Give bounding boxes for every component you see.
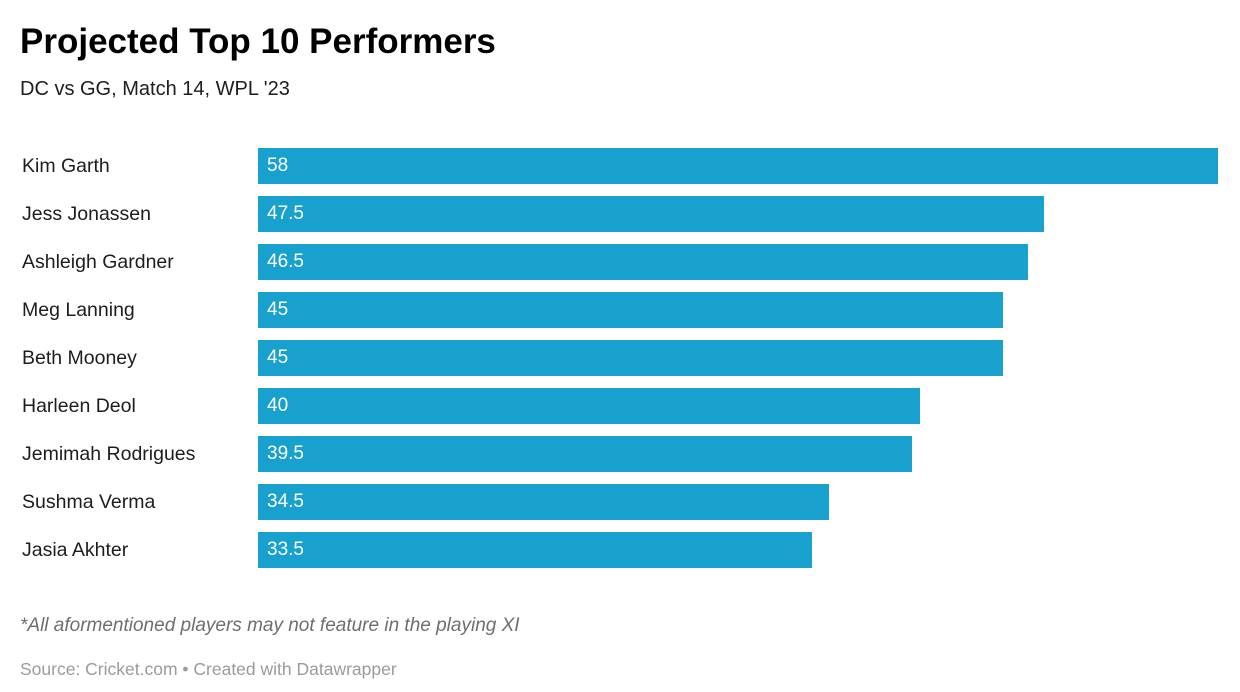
chart-row: Jess Jonassen 47.5 [20,190,1218,238]
bar-track: 58 [258,148,1218,185]
chart-row: Sushma Verma 34.5 [20,478,1218,526]
bar-value-label: 45 [267,299,289,321]
player-label: Harleen Deol [22,394,136,417]
player-label: Meg Lanning [22,298,135,321]
bar: 39.5 [258,436,912,473]
bar-chart: Kim Garth 58 Jess Jonassen 47.5 Ashleigh Gar… [20,142,1218,574]
chart-row: Ashleigh Gardner 46.5 [20,238,1218,286]
bar: 47.5 [258,196,1045,233]
chart-title: Projected Top 10 Performers [20,22,496,61]
bar-value-label: 39.5 [267,443,304,465]
bar-track: 47.5 [258,196,1218,233]
player-label: Sushma Verma [22,490,156,513]
bar-track: 45 [258,340,1218,377]
player-label: Jasia Akhter [22,538,129,561]
bar: 34.5 [258,484,830,521]
bar: 58 [258,148,1218,185]
bar: 33.5 [258,532,813,569]
chart-row: Harleen Deol 40 [20,382,1218,430]
chart-row: Kim Garth 58 [20,142,1218,190]
bar: 46.5 [258,244,1028,281]
bar-value-label: 47.5 [267,203,304,225]
chart-subtitle: DC vs GG, Match 14, WPL '23 [20,78,290,101]
bar-track: 46.5 [258,244,1218,281]
bar-value-label: 33.5 [267,539,304,561]
bar-track: 45 [258,292,1218,329]
bar: 45 [258,340,1003,377]
bar-value-label: 45 [267,347,289,369]
bar-value-label: 46.5 [267,251,304,273]
chart-row: Jemimah Rodrigues 39.5 [20,430,1218,478]
chart-row: Jasia Akhter 33.5 [20,526,1218,574]
bar: 40 [258,388,921,425]
source-attribution: Source: Cricket.com • Created with Dataw… [20,658,397,679]
bar-value-label: 34.5 [267,491,304,513]
bar-track: 39.5 [258,436,1218,473]
player-label: Ashleigh Gardner [22,250,174,273]
bar: 45 [258,292,1003,329]
chart-footnote: *All aformentioned players may not featu… [20,615,520,637]
bar-value-label: 58 [267,155,289,177]
player-label: Beth Mooney [22,346,137,369]
chart-row: Beth Mooney 45 [20,334,1218,382]
player-label: Jemimah Rodrigues [22,442,196,465]
bar-track: 40 [258,388,1218,425]
bar-track: 33.5 [258,532,1218,569]
player-label: Jess Jonassen [22,202,151,225]
bar-track: 34.5 [258,484,1218,521]
chart-row: Meg Lanning 45 [20,286,1218,334]
bar-value-label: 40 [267,395,289,417]
player-label: Kim Garth [22,154,110,177]
